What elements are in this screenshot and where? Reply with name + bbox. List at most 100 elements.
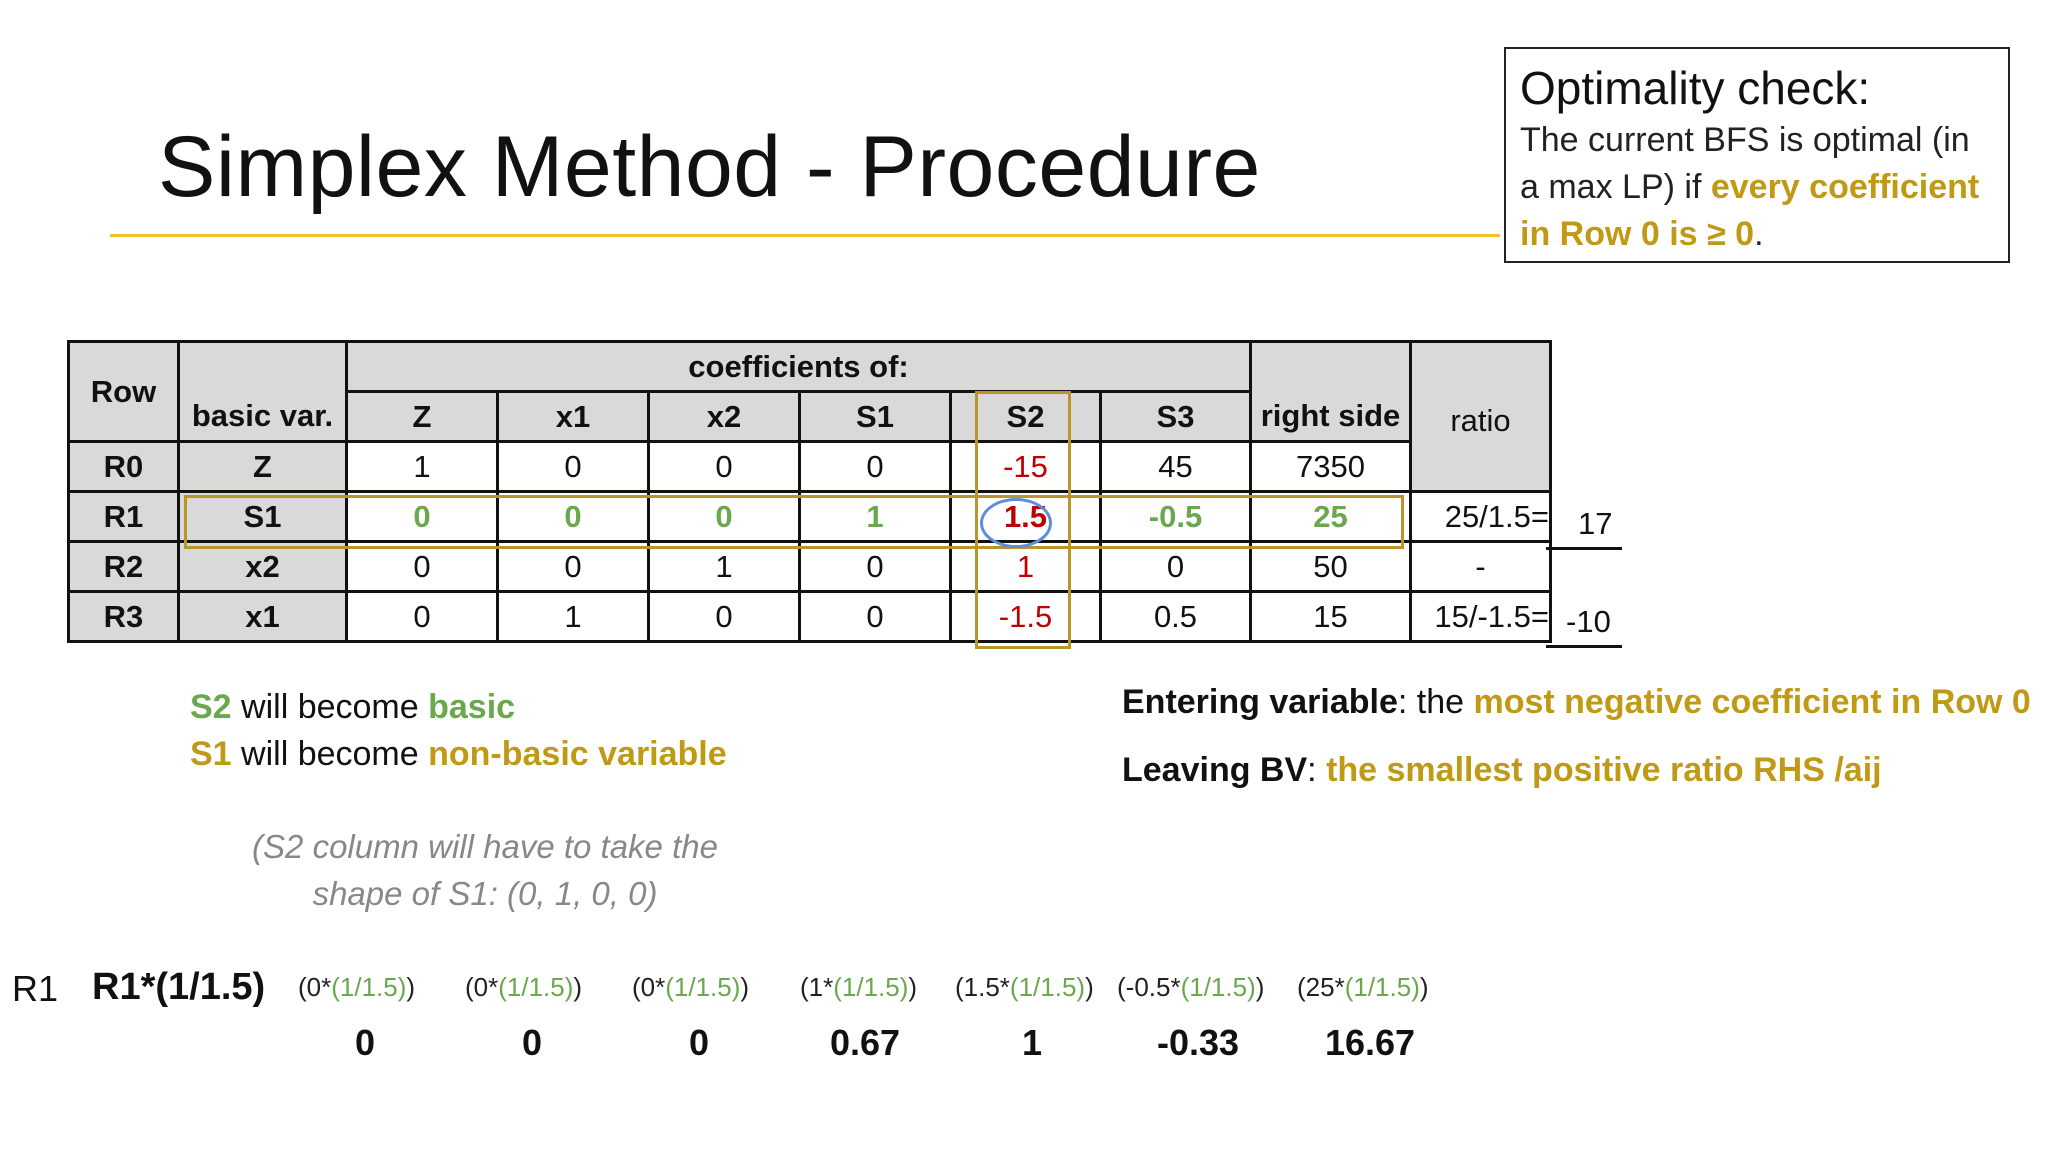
pivot-circle	[980, 498, 1052, 548]
pivot-column-highlight	[975, 391, 1071, 649]
cell: -0.5	[1099, 490, 1252, 543]
cell: 0	[496, 540, 650, 593]
ratio-divider	[1546, 547, 1622, 550]
term-close: )	[1085, 972, 1094, 1002]
cell: 0	[647, 440, 801, 493]
entering-rule: Entering variable: the most negative coe…	[1122, 683, 2031, 722]
cell: 0	[647, 590, 801, 643]
var-s2: S2	[190, 688, 232, 726]
ratio-value: -10	[1566, 604, 1611, 639]
leaving-rule: Leaving BV: the smallest positive ratio …	[1122, 751, 1882, 790]
term-factor: (1/1.5)	[1009, 972, 1086, 1002]
term-coef: (-0.5*	[1117, 972, 1181, 1002]
term-factor: (1/1.5)	[498, 972, 574, 1002]
leaving-label: Leaving BV	[1122, 751, 1308, 789]
header-right-side: right side	[1249, 340, 1412, 443]
cell: 0	[496, 440, 650, 493]
ratio-value: 17	[1578, 506, 1613, 541]
col-header-s1: S1	[798, 390, 952, 443]
word-nonbasic: non-basic variable	[428, 735, 727, 773]
term-coef: (0*	[298, 972, 332, 1002]
basic-var: Z	[177, 440, 348, 493]
term-coef: (25*	[1297, 972, 1345, 1002]
term-close: )	[573, 972, 583, 1002]
cell: 0	[798, 440, 952, 493]
pivot-row-highlight	[184, 495, 1404, 549]
row-label: R1	[67, 490, 180, 543]
cell: 1	[496, 590, 650, 643]
ratio-cell: -	[1409, 540, 1552, 593]
cell-rhs: 7350	[1249, 440, 1412, 493]
optimality-note: Optimality check: The current BFS is opt…	[1504, 47, 2010, 263]
term-close: )	[1419, 972, 1429, 1002]
cell-rhs: 50	[1249, 540, 1412, 593]
note-body: The current BFS is optimal (in a max LP)…	[1520, 117, 1994, 258]
title-underline	[110, 234, 1500, 237]
ratio-cell: 15/-1.5=	[1409, 590, 1552, 643]
note-become-nonbasic: S1 will become non-basic variable	[190, 735, 727, 774]
cell: 0.5	[1099, 590, 1252, 643]
cell: 0	[798, 540, 952, 593]
row-op-term: (25*(1/1.5))	[1297, 972, 1429, 1003]
simplex-tableau: Row basic var. coefficients of: right si…	[67, 340, 1552, 643]
cell: 1	[345, 440, 499, 493]
term-close: )	[740, 972, 750, 1002]
row-op-term: (0*(1/1.5))	[465, 972, 582, 1003]
term-coef: (0*	[465, 972, 499, 1002]
row-op-formula: R1*(1/1.5)	[92, 966, 266, 1008]
col-header-z: Z	[345, 390, 499, 443]
cell: 0	[496, 490, 650, 543]
row-op-term: (1*(1/1.5))	[800, 972, 917, 1003]
term-factor: (1/1.5)	[833, 972, 909, 1002]
text: : the	[1397, 683, 1474, 721]
term-factor: (1/1.5)	[1180, 972, 1256, 1002]
ratio-cell: 25/1.5=	[1409, 490, 1552, 543]
var-s1: S1	[190, 735, 232, 773]
term-coef: (0*	[632, 972, 666, 1002]
term-coef: (1.5*	[955, 972, 1010, 1002]
term-coef: (1*	[800, 972, 834, 1002]
cell: 1	[798, 490, 952, 543]
note-highlight: every coefficient in Row 0 is ≥ 0	[1520, 168, 1980, 253]
text: will become	[231, 735, 429, 773]
leaving-rule-text: the smallest positive ratio RHS /aij	[1326, 751, 1882, 789]
note-end: .	[1754, 215, 1764, 253]
slide-title: Simplex Method - Procedure	[158, 119, 1261, 215]
cell: 0	[1099, 540, 1252, 593]
row-op-result: 16.67	[1324, 1022, 1416, 1063]
cell: 0	[647, 490, 801, 543]
shape-note-line1: (S2 column will have to take the	[252, 828, 718, 865]
header-coefficients: coefficients of:	[345, 340, 1252, 393]
entering-label: Entering variable	[1122, 683, 1398, 721]
shape-note-line2: shape of S1: (0, 1, 0, 0)	[312, 875, 658, 912]
term-factor: (1/1.5)	[1344, 972, 1420, 1002]
text: :	[1307, 751, 1327, 789]
cell: 0	[798, 590, 952, 643]
header-ratio: ratio	[1409, 340, 1552, 493]
row-op-label: R1	[12, 968, 59, 1009]
term-close: )	[908, 972, 918, 1002]
row-op-term: (1.5*(1/1.5))	[955, 972, 1094, 1003]
row-op-term: (0*(1/1.5))	[298, 972, 415, 1003]
row-op-term: (0*(1/1.5))	[632, 972, 749, 1003]
row-op-term: (-0.5*(1/1.5))	[1117, 972, 1264, 1003]
row-op-result: 0	[688, 1022, 710, 1063]
cell-entering: -15	[949, 440, 1102, 493]
cell: 0	[345, 490, 499, 543]
row-op-result: -0.33	[1156, 1022, 1240, 1063]
cell: 45	[1099, 440, 1252, 493]
row-label: R2	[67, 540, 180, 593]
text: will become	[231, 688, 429, 726]
header-basic-var: basic var.	[177, 340, 348, 443]
basic-var: S1	[177, 490, 348, 543]
row-label: R0	[67, 440, 180, 493]
cell: 0	[345, 540, 499, 593]
row-op-result: 0	[354, 1022, 376, 1063]
row-op-result: 0.67	[829, 1022, 901, 1063]
col-header-s3: S3	[1099, 390, 1252, 443]
note-text: The current BFS is optimal (in a max LP)…	[1520, 121, 1970, 206]
term-close: )	[406, 972, 416, 1002]
basic-var: x1	[177, 590, 348, 643]
row-op-result: 0	[521, 1022, 543, 1063]
note-become-basic: S2 will become basic	[190, 688, 515, 727]
